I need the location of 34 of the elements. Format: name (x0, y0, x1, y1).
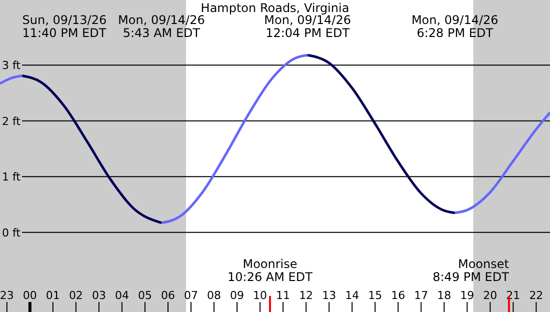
x-tick-label: 06 (160, 289, 175, 302)
x-tick-label: 05 (138, 289, 152, 302)
x-tick-label: 18 (437, 289, 452, 302)
x-tick-label: 11 (276, 289, 290, 302)
x-tick-label: 08 (207, 289, 222, 302)
chart-title: Hampton Roads, Virginia (200, 1, 350, 15)
annotation: Mon, 09/14/26 12:04 PM EDT (264, 13, 352, 40)
x-tick-label: 12 (299, 289, 314, 302)
y-tick-label: 1 ft (2, 170, 22, 184)
y-tick-label: 3 ft (2, 59, 22, 72)
x-tick-label: 07 (184, 289, 198, 302)
x-tick-label: 23 (0, 289, 14, 302)
y-tick-label: 0 ft (2, 226, 22, 240)
x-tick-label: 09 (230, 289, 244, 302)
annotation: Mon, 09/14/26 6:28 PM EDT (411, 13, 498, 40)
annotation: Sun, 09/13/26 11:40 PM EDT (22, 13, 107, 40)
annotation: Mon, 09/14/26 5:43 AM EDT (118, 13, 205, 40)
x-tick-label: 20 (483, 289, 498, 302)
x-tick-label: 15 (368, 289, 382, 302)
x-tick-label: 03 (92, 289, 106, 302)
x-tick-label: 04 (114, 289, 129, 302)
x-tick-label: 16 (391, 289, 406, 302)
x-tick-label: 01 (46, 289, 60, 302)
x-tick-label: 17 (414, 289, 428, 302)
x-tick-label: 14 (345, 289, 360, 302)
x-tick-label: 10 (253, 289, 268, 302)
y-tick-label: 2 ft (2, 114, 22, 128)
x-tick-label: 13 (322, 289, 336, 302)
x-tick-label: 22 (529, 289, 544, 302)
x-tick-label: 02 (68, 289, 83, 302)
x-tick-label: 00 (22, 289, 37, 302)
x-tick-label: 19 (460, 289, 474, 302)
ref-line-label: Moonset 8:49 PM EDT (432, 257, 510, 284)
ref-line-label: Moonrise 10:26 AM EDT (228, 257, 314, 284)
